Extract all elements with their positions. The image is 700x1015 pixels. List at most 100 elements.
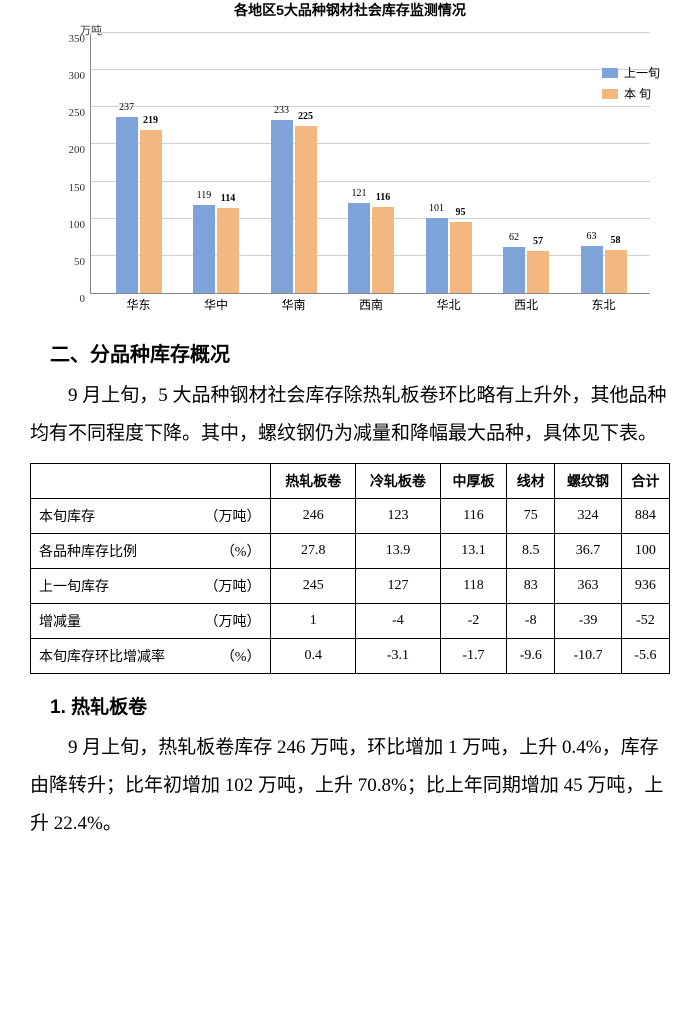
table-cell: 27.8 [271, 534, 356, 569]
table-cell: 13.1 [440, 534, 506, 569]
table-cell: -52 [621, 604, 669, 639]
paragraph-hotroll: 9 月上旬，热轧板卷库存 246 万吨，环比增加 1 万吨，上升 0.4%，库存… [30, 729, 670, 843]
table-cell: 127 [356, 569, 441, 604]
bar-value-label: 114 [221, 193, 235, 204]
table-cell: -2 [440, 604, 506, 639]
bar-value-label: 63 [587, 231, 597, 242]
bar-group: 121116西南 [341, 203, 401, 293]
plot-area: 050100150200250300350237219华东119114华中233… [90, 34, 650, 294]
row-header-cell: 上一旬库存（万吨） [31, 569, 271, 604]
bar: 121 [348, 203, 370, 293]
table-cell: 36.7 [555, 534, 621, 569]
table-header-row: 热轧板卷冷轧板卷中厚板线材螺纹钢合计 [31, 464, 670, 499]
bar-value-label: 57 [533, 236, 543, 247]
table-cell: 324 [555, 499, 621, 534]
table-row: 本旬库存（万吨）24612311675324884 [31, 499, 670, 534]
bar-group: 6358东北 [574, 246, 634, 293]
table-header-cell: 冷轧板卷 [356, 464, 441, 499]
table-cell: -9.6 [507, 639, 555, 674]
row-header-label: 各品种库存比例 [39, 545, 137, 560]
bar-group: 237219华东 [109, 117, 169, 293]
bar: 119 [193, 205, 215, 293]
bar-value-label: 119 [197, 190, 212, 201]
row-header-unit: （万吨） [204, 576, 266, 596]
chart-title: 各地区5大品种钢材社会库存监测情况 [40, 0, 660, 20]
y-tick-label: 200 [51, 144, 85, 156]
row-header-unit: （万吨） [204, 611, 266, 631]
table-header-empty [31, 464, 271, 499]
paragraph-intro: 9 月上旬，5 大品种钢材社会库存除热轧板卷环比略有上升外，其他品种均有不同程度… [30, 377, 670, 453]
y-tick-label: 0 [51, 293, 85, 305]
bar: 114 [217, 208, 239, 293]
table-header-cell: 螺纹钢 [555, 464, 621, 499]
table-header-cell: 合计 [621, 464, 669, 499]
bar-value-label: 116 [376, 192, 390, 203]
y-tick-label: 150 [51, 182, 85, 194]
grid-line [91, 181, 650, 182]
x-category-label: 西北 [514, 296, 538, 313]
table-header-cell: 线材 [507, 464, 555, 499]
table-cell: -3.1 [356, 639, 441, 674]
legend-label: 上一旬 [624, 64, 660, 81]
grid-line [91, 106, 650, 107]
bar: 63 [581, 246, 603, 293]
table-cell: -5.6 [621, 639, 669, 674]
table-cell: 13.9 [356, 534, 441, 569]
bar-group: 233225华南 [264, 120, 324, 293]
bar-value-label: 225 [298, 111, 313, 122]
legend-swatch [602, 68, 618, 78]
chart-legend: 上一旬本 旬 [602, 64, 660, 106]
page: 各地区5大品种钢材社会库存监测情况 万吨 0501001502002503003… [0, 0, 700, 879]
bar: 95 [450, 222, 472, 293]
bar: 237 [116, 117, 138, 293]
x-category-label: 华中 [204, 296, 228, 313]
table-cell: 0.4 [271, 639, 356, 674]
bar-group: 119114华中 [186, 205, 246, 293]
table-cell: 246 [271, 499, 356, 534]
x-category-label: 华东 [126, 296, 150, 313]
x-category-label: 华南 [281, 296, 305, 313]
bar-group: 10195华北 [419, 218, 479, 293]
x-category-label: 华北 [436, 296, 460, 313]
bar-value-label: 58 [611, 235, 621, 246]
table-cell: 936 [621, 569, 669, 604]
row-header-label: 增减量 [39, 615, 81, 630]
row-header-cell: 各品种库存比例 （%） [31, 534, 271, 569]
grid-line [91, 69, 650, 70]
table-cell: -10.7 [555, 639, 621, 674]
table-cell: 83 [507, 569, 555, 604]
bar-value-label: 101 [429, 203, 444, 214]
table-cell: 100 [621, 534, 669, 569]
table-row: 上一旬库存（万吨）24512711883363936 [31, 569, 670, 604]
table-cell: 75 [507, 499, 555, 534]
bar-group: 6257西北 [496, 247, 556, 293]
table-cell: 118 [440, 569, 506, 604]
table-cell: -8 [507, 604, 555, 639]
row-header-cell: 本旬库存环比增减率 （%） [31, 639, 271, 674]
bar: 62 [503, 247, 525, 293]
table-cell: -39 [555, 604, 621, 639]
table-cell: -1.7 [440, 639, 506, 674]
chart-container: 各地区5大品种钢材社会库存监测情况 万吨 0501001502002503003… [40, 0, 660, 324]
table-header-cell: 中厚板 [440, 464, 506, 499]
y-tick-label: 300 [51, 70, 85, 82]
bar-value-label: 121 [352, 188, 367, 199]
grid-line [91, 143, 650, 144]
table-row: 增减量（万吨）1-4-2-8-39-52 [31, 604, 670, 639]
table-row: 本旬库存环比增减率 （%）0.4-3.1-1.7-9.6-10.7-5.6 [31, 639, 670, 674]
bar-value-label: 219 [143, 115, 158, 126]
table-row: 各品种库存比例（%）27.813.913.18.536.7100 [31, 534, 670, 569]
y-tick-label: 100 [51, 219, 85, 231]
bar-value-label: 237 [119, 102, 134, 113]
table-header-cell: 热轧板卷 [271, 464, 356, 499]
subsection-heading: 1. 热轧板卷 [50, 692, 670, 719]
table-body: 本旬库存（万吨）24612311675324884各品种库存比例（%）27.81… [31, 499, 670, 674]
section-heading: 二、分品种库存概况 [50, 338, 670, 367]
table-cell: 123 [356, 499, 441, 534]
legend-label: 本 旬 [624, 85, 651, 102]
row-header-unit: （%） [221, 646, 267, 666]
table-cell: -4 [356, 604, 441, 639]
row-header-unit: （%） [221, 541, 267, 561]
row-header-label: 本旬库存环比增减率 [39, 650, 165, 665]
table-cell: 884 [621, 499, 669, 534]
